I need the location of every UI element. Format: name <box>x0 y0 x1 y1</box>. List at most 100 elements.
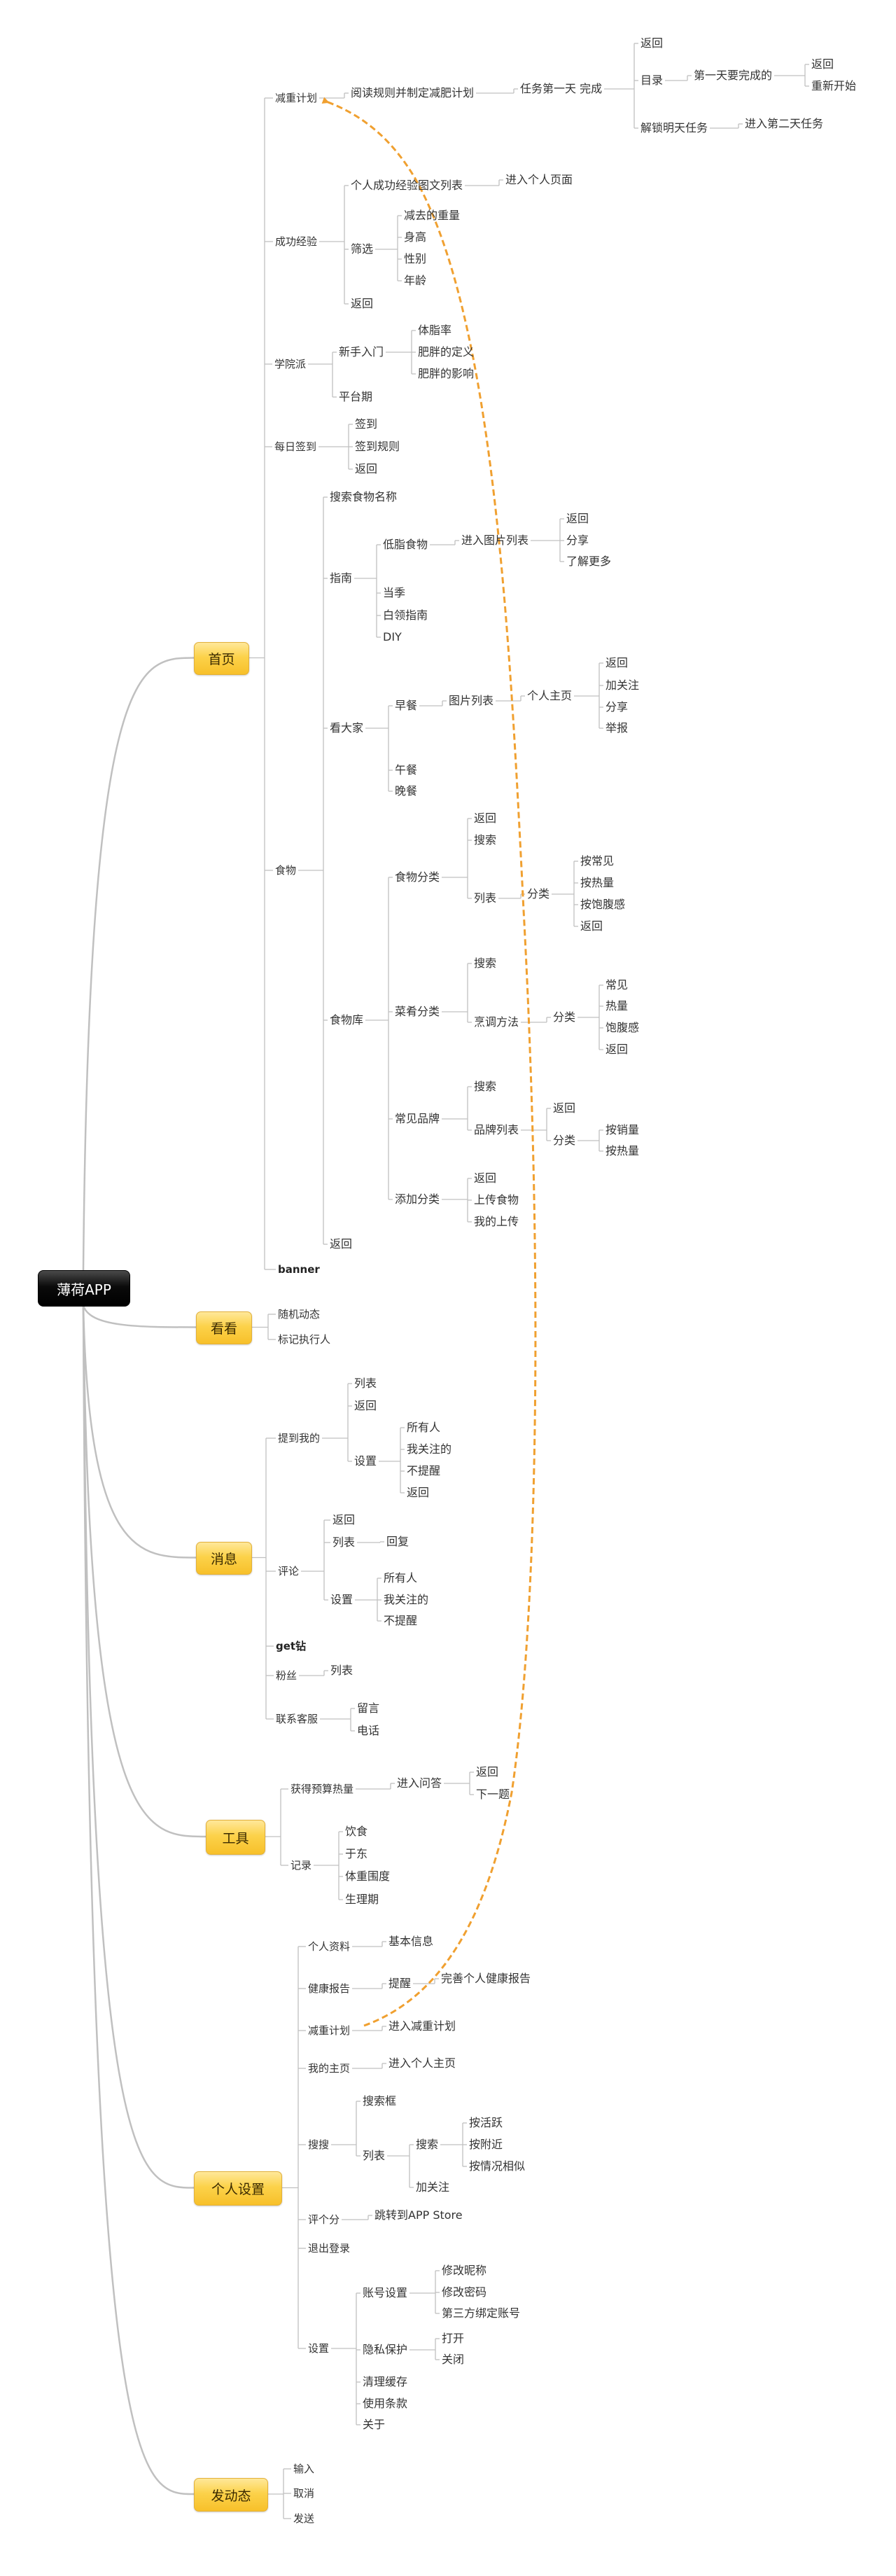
topic-node[interactable]: 分类 <box>553 1010 576 1024</box>
leaf-node[interactable]: 当季 <box>383 586 406 599</box>
leaf-node[interactable]: 按附近 <box>469 2138 503 2151</box>
leaf-node[interactable]: 返回 <box>476 1765 499 1778</box>
root-topic[interactable]: 薄荷APP <box>38 1270 130 1307</box>
topic-node[interactable]: 减重计划 <box>308 2024 351 2037</box>
topic-node[interactable]: 搜索 <box>416 2138 439 2151</box>
leaf-node[interactable]: 体重围度 <box>345 1870 391 1883</box>
main-topic-3[interactable]: 消息 <box>196 1542 252 1575</box>
leaf-node[interactable]: 按销量 <box>606 1123 640 1136</box>
main-topic-5[interactable]: 个人设置 <box>194 2171 282 2206</box>
topic-node[interactable]: 个人资料 <box>308 1940 351 1953</box>
leaf-node[interactable]: 签到规则 <box>355 440 400 453</box>
leaf-node[interactable]: 基本信息 <box>388 1935 434 1948</box>
topic-node[interactable]: 粉丝 <box>276 1669 298 1682</box>
leaf-node[interactable]: 饱腹感 <box>606 1021 640 1034</box>
leaf-node[interactable]: 电话 <box>357 1724 380 1737</box>
topic-node[interactable]: 列表 <box>474 891 497 905</box>
leaf-node[interactable]: 进入个人页面 <box>505 173 573 186</box>
leaf-node[interactable]: 晚餐 <box>395 784 418 798</box>
topic-node[interactable]: 分类 <box>553 1134 576 1147</box>
topic-node[interactable]: 个人成功经验图文列表 <box>351 179 463 192</box>
topic-node[interactable]: 隐私保护 <box>363 2343 408 2356</box>
leaf-node[interactable]: 返回 <box>407 1486 430 1499</box>
topic-node[interactable]: 成功经验 <box>275 235 318 248</box>
leaf-node[interactable]: 按饱腹感 <box>580 898 626 911</box>
leaf-node[interactable]: 按热量 <box>606 1144 640 1157</box>
topic-node[interactable]: 提到我的 <box>278 1432 321 1444</box>
leaf-node[interactable]: 返回 <box>566 512 589 525</box>
topic-node[interactable]: 图片列表 <box>449 694 494 707</box>
leaf-node[interactable]: 回复 <box>386 1535 410 1548</box>
topic-node[interactable]: 健康报告 <box>308 1982 351 1995</box>
topic-node[interactable]: 设置 <box>330 1593 354 1606</box>
leaf-node[interactable]: 搜索食物名称 <box>330 490 398 503</box>
topic-node[interactable]: 任务第一天 完成 <box>520 82 603 95</box>
leaf-node[interactable]: 不提醒 <box>384 1614 418 1627</box>
leaf-node[interactable]: 按活跃 <box>469 2116 503 2129</box>
topic-node[interactable]: 解锁明天任务 <box>640 121 708 134</box>
leaf-node[interactable]: 返回 <box>355 462 378 475</box>
topic-node[interactable]: 搜搜 <box>308 2138 330 2151</box>
leaf-node[interactable]: 常见 <box>606 978 629 991</box>
topic-node[interactable]: 品牌列表 <box>474 1123 519 1136</box>
leaf-node[interactable]: 热量 <box>606 999 629 1012</box>
topic-node[interactable]: 指南 <box>330 571 353 585</box>
topic-node[interactable]: 早餐 <box>395 699 418 712</box>
leaf-node[interactable]: 我关注的 <box>407 1442 452 1456</box>
leaf-node[interactable]: 返回 <box>606 1043 629 1056</box>
leaf-node[interactable]: 我关注的 <box>384 1593 429 1606</box>
topic-node[interactable]: 进入问答 <box>397 1776 442 1790</box>
leaf-node[interactable]: 发送 <box>293 2512 315 2525</box>
leaf-node[interactable]: 取消 <box>293 2487 315 2500</box>
topic-node[interactable]: 我的主页 <box>308 2062 351 2075</box>
leaf-node[interactable]: 搜索 <box>474 956 497 970</box>
leaf-node[interactable]: 按情况相似 <box>469 2159 526 2173</box>
main-topic-4[interactable]: 工具 <box>206 1820 265 1855</box>
topic-node[interactable]: 第一天要完成的 <box>694 69 773 82</box>
topic-node[interactable]: 烹调方法 <box>474 1015 519 1029</box>
leaf-node[interactable]: 返回 <box>330 1237 353 1251</box>
topic-node[interactable]: 列表 <box>332 1536 356 1549</box>
leaf-node[interactable]: 白领指南 <box>383 608 428 622</box>
leaf-node[interactable]: 按热量 <box>580 876 615 889</box>
main-topic-6[interactable]: 发动态 <box>194 2478 268 2512</box>
leaf-node[interactable]: 返回 <box>332 1513 356 1526</box>
leaf-node[interactable]: 分享 <box>606 700 629 713</box>
leaf-node[interactable]: 返回 <box>811 57 834 71</box>
topic-node[interactable]: 新手入门 <box>339 345 384 358</box>
leaf-node[interactable]: 所有人 <box>384 1571 418 1585</box>
leaf-node[interactable]: 第三方绑定账号 <box>442 2306 521 2320</box>
leaf-node[interactable]: 所有人 <box>407 1421 441 1434</box>
leaf-node[interactable]: 重新开始 <box>811 79 857 92</box>
leaf-node[interactable]: 不提醒 <box>407 1464 441 1477</box>
topic-node[interactable]: 联系客服 <box>276 1713 318 1725</box>
topic-node[interactable]: 食物分类 <box>395 870 440 884</box>
leaf-node[interactable]: 关于 <box>363 2418 386 2431</box>
leaf-node[interactable]: 完善个人健康报告 <box>441 1972 531 1985</box>
leaf-node[interactable]: 标记执行人 <box>278 1333 331 1346</box>
leaf-node[interactable]: 体脂率 <box>418 323 452 337</box>
topic-node[interactable]: 添加分类 <box>395 1192 440 1206</box>
leaf-node[interactable]: 列表 <box>330 1664 354 1677</box>
topic-node[interactable]: 菜肴分类 <box>395 1005 440 1018</box>
leaf-node[interactable]: 肥胖的定义 <box>418 345 475 358</box>
topic-node[interactable]: 评论 <box>278 1565 300 1578</box>
leaf-node[interactable]: banner <box>278 1263 320 1276</box>
leaf-node[interactable]: 清理缓存 <box>363 2375 408 2388</box>
leaf-node[interactable]: 我的上传 <box>474 1215 519 1228</box>
topic-node[interactable]: 低脂食物 <box>383 538 428 551</box>
leaf-node[interactable]: 输入 <box>293 2463 315 2475</box>
topic-node[interactable]: 个人主页 <box>527 689 573 702</box>
topic-node[interactable]: 设置 <box>354 1454 377 1468</box>
leaf-node[interactable]: 加关注 <box>416 2180 450 2194</box>
leaf-node[interactable]: 使用条款 <box>363 2397 408 2410</box>
leaf-node[interactable]: DIY <box>383 630 402 643</box>
main-topic-2[interactable]: 看看 <box>196 1311 252 1344</box>
leaf-node[interactable]: 午餐 <box>395 763 418 777</box>
leaf-node[interactable]: 减去的重量 <box>404 209 461 222</box>
topic-node[interactable]: 目录 <box>640 74 664 87</box>
topic-node[interactable]: 获得预算热量 <box>290 1783 354 1795</box>
topic-node[interactable]: 提醒 <box>388 1977 412 1990</box>
topic-node[interactable]: 看大家 <box>330 721 364 734</box>
topic-node[interactable]: 阅读规则并制定减肥计划 <box>351 86 475 99</box>
